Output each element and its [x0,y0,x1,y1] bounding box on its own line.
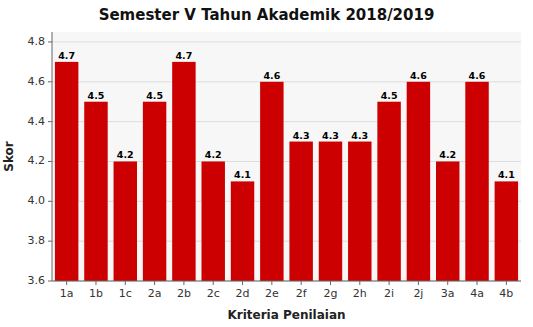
bar [114,161,137,281]
bar [319,142,342,281]
x-tick-label: 2h [353,287,367,300]
grid-line [52,121,521,122]
x-tick [66,281,67,285]
x-tick [95,281,96,285]
data-label: 4.3 [351,130,368,141]
y-tick-label: 4.2 [28,154,46,167]
x-tick-label: 2f [296,287,308,300]
x-tick-label: 2a [148,287,162,300]
data-label: 4.2 [439,149,456,160]
y-tick-label: 4.4 [28,115,46,128]
grid [52,42,521,281]
x-tick [242,281,243,285]
data-label: 4.3 [322,130,339,141]
grid-line [52,81,521,82]
x-tick-label: 3a [441,287,455,300]
x-tick-label: 1a [60,287,74,300]
bar [172,62,195,281]
data-label: 4.2 [205,149,222,160]
x-tick-label: 2e [265,287,279,300]
bar [436,161,459,281]
y-tick-label: 3.8 [28,234,46,247]
x-tick [389,281,390,285]
bar [55,62,78,281]
bar [201,161,224,281]
bar [377,102,400,281]
bar [348,142,371,281]
bar [495,181,518,281]
y-tick [48,201,52,202]
x-tick [447,281,448,285]
data-label: 4.6 [263,70,280,81]
x-axis: 1a 1b 1c 2a 2b 2c 2d 2e 2f 2g 2h 2i 2j 3a 4a 4b [52,281,521,300]
x-tick [418,281,419,285]
x-axis-title: Kriteria Penilaian [227,308,345,322]
data-labels: 4.7 4.5 4.2 4.5 4.7 4.2 4.1 4.6 4.3 4.3 4.3 4.5 4.6 4… [58,50,515,181]
data-label: 4.1 [498,169,515,180]
x-tick-label: 1c [119,287,132,300]
x-tick-label: 1b [89,287,103,300]
bars [55,62,518,281]
y-tick [48,81,52,82]
plot-background [52,32,521,281]
data-label: 4.5 [146,90,163,101]
y-tick-label: 3.6 [28,274,46,287]
data-label: 4.7 [175,50,192,61]
bar [289,142,312,281]
x-tick-label: 2b [177,287,191,300]
y-tick [48,161,52,162]
data-label: 4.5 [88,90,105,101]
y-tick [48,241,52,242]
data-label: 4.6 [469,70,486,81]
x-tick [213,281,214,285]
y-tick-label: 4.8 [28,35,46,48]
bar [231,181,254,281]
bar [84,102,107,281]
x-tick-label: 4a [470,287,484,300]
data-label: 4.3 [293,130,310,141]
y-axis-title: Skor [2,141,16,172]
y-tick [48,281,52,282]
x-tick-label: 2g [323,287,337,300]
x-tick-label: 2i [384,287,394,300]
x-tick [154,281,155,285]
x-tick [477,281,478,285]
x-tick-label: 2j [413,287,423,300]
data-label: 4.1 [234,169,251,180]
chart-container: 3.63.84.04.24.44.64.84.74.54.24.54.74.24… [0,0,533,327]
x-tick [125,281,126,285]
y-tick-label: 4.0 [28,194,46,207]
data-label: 4.6 [410,70,427,81]
x-tick [271,281,272,285]
bar [407,82,430,281]
data-label: 4.2 [117,149,134,160]
bar [143,102,166,281]
bar [465,82,488,281]
chart: 3.63.84.04.24.44.64.84.74.54.24.54.74.24… [0,0,533,327]
x-tick-label: 2c [207,287,220,300]
x-axis-line [52,281,521,282]
grid-line [52,41,521,42]
x-tick [183,281,184,285]
x-tick [506,281,507,285]
y-tick-label: 4.6 [28,75,46,88]
grid-line [52,281,521,282]
x-tick-label: 4b [499,287,513,300]
y-tick [48,41,52,42]
x-tick [359,281,360,285]
data-label: 4.7 [58,50,75,61]
chart-title: Semester V Tahun Akademik 2018/2019 [99,6,435,24]
y-axis-line [52,32,53,281]
y-axis: 3.6 3.8 4.0 4.2 4.4 4.6 4.8 [28,32,53,287]
data-label: 4.5 [381,90,398,101]
x-tick [330,281,331,285]
x-tick [301,281,302,285]
bar [260,82,283,281]
x-tick-label: 2d [236,287,250,300]
y-tick [48,121,52,122]
